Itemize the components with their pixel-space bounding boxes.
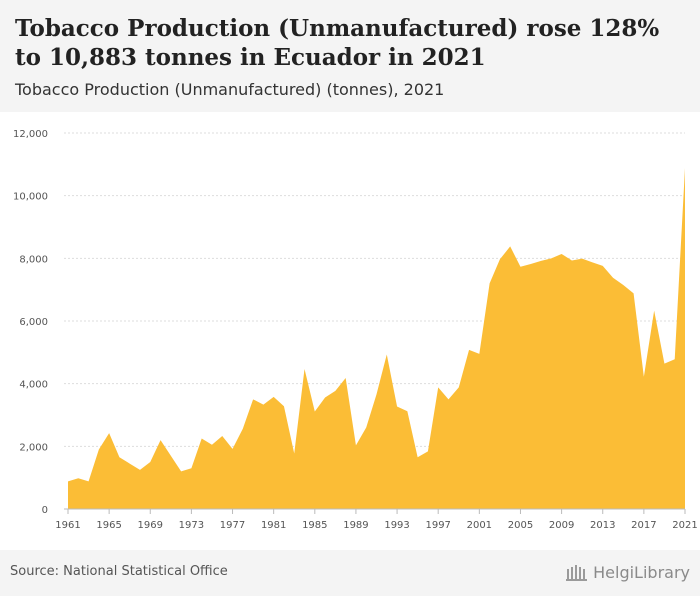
y-tick-label: 4,000 [19,380,48,391]
x-tick-label: 2017 [631,520,656,531]
x-tick-label: 1969 [138,520,163,531]
source-note: Source: National Statistical Office [10,564,228,579]
data-point-1973[interactable] [189,466,193,470]
x-tick-label: 1989 [343,520,368,531]
data-point-2016[interactable] [632,291,636,295]
data-point-1984[interactable] [303,367,307,371]
x-tick-label: 2009 [549,520,574,531]
data-point-1962[interactable] [76,476,80,480]
data-point-1970[interactable] [159,438,163,442]
data-point-1980[interactable] [261,403,265,407]
data-point-1986[interactable] [323,395,327,399]
data-point-1964[interactable] [97,447,101,451]
data-point-2017[interactable] [642,375,646,379]
data-point-1978[interactable] [241,427,245,431]
data-point-1999[interactable] [457,385,461,389]
brand-logo[interactable]: HelgiLibrary [566,560,690,584]
data-point-1975[interactable] [210,443,214,447]
y-tick-label: 6,000 [19,317,48,328]
data-point-1997[interactable] [436,385,440,389]
library-icon [566,565,588,581]
data-point-1979[interactable] [251,397,255,401]
data-point-2013[interactable] [601,264,605,268]
data-point-2011[interactable] [580,257,584,261]
data-point-1982[interactable] [282,404,286,408]
data-point-1987[interactable] [333,389,337,393]
data-point-1963[interactable] [87,479,91,483]
data-point-1981[interactable] [272,395,276,399]
data-point-2020[interactable] [673,357,677,361]
y-tick-label: 0 [42,505,48,516]
data-point-1990[interactable] [364,426,368,430]
data-point-2003[interactable] [498,257,502,261]
y-tick-label: 8,000 [19,254,48,265]
data-point-1995[interactable] [416,455,420,459]
chart-subtitle: Tobacco Production (Unmanufactured) (ton… [15,80,445,99]
x-axis-labels: 1961 1965 1969 1973 1977 1981 1985 1989 1993 1997… [55,509,698,531]
x-tick-label: 1981 [261,520,286,531]
data-point-1991[interactable] [375,392,379,396]
chart-title: Tobacco Production (Unmanufactured) rose… [15,15,660,71]
data-point-2007[interactable] [539,259,543,263]
x-tick-label: 2001 [467,520,492,531]
data-point-1967[interactable] [128,462,132,466]
data-point-1996[interactable] [426,449,430,453]
data-point-2012[interactable] [590,260,594,264]
data-point-2001[interactable] [477,352,481,356]
production-area [68,167,685,509]
x-tick-label: 1961 [55,520,80,531]
data-point-1971[interactable] [169,454,173,458]
y-axis-labels: 0 2,000 4,000 6,000 8,000 10,000 12,000 [13,129,48,516]
y-tick-label: 12,000 [13,129,48,140]
y-tick-label: 10,000 [13,192,48,203]
data-point-1977[interactable] [231,447,235,451]
data-point-2006[interactable] [529,262,533,266]
x-tick-label: 2021 [672,520,697,531]
data-point-1969[interactable] [148,460,152,464]
data-point-1998[interactable] [446,397,450,401]
x-tick-label: 1997 [425,520,450,531]
data-point-2014[interactable] [611,276,615,280]
data-point-1992[interactable] [385,353,389,357]
data-point-1983[interactable] [292,452,296,456]
data-point-1965[interactable] [107,431,111,435]
x-tick-label: 1993 [384,520,409,531]
data-point-1961[interactable] [66,479,70,483]
data-point-2004[interactable] [508,244,512,248]
data-point-2008[interactable] [549,256,553,260]
data-point-1993[interactable] [395,405,399,409]
data-point-2019[interactable] [662,362,666,366]
data-point-1974[interactable] [200,437,204,441]
x-tick-label: 1973 [179,520,204,531]
y-tick-label: 2,000 [19,442,48,453]
data-point-1994[interactable] [405,409,409,413]
data-point-1968[interactable] [138,468,142,472]
x-tick-label: 1985 [302,520,327,531]
data-point-2015[interactable] [621,283,625,287]
data-point-1989[interactable] [354,443,358,447]
x-tick-label: 2013 [590,520,615,531]
data-point-1988[interactable] [344,376,348,380]
data-point-2010[interactable] [570,259,574,263]
x-tick-label: 1977 [220,520,245,531]
x-tick-label: 2005 [508,520,533,531]
data-point-1985[interactable] [313,410,317,414]
data-point-1972[interactable] [179,469,183,473]
data-point-2005[interactable] [518,265,522,269]
brand-name: HelgiLibrary [593,562,690,582]
data-point-2000[interactable] [467,348,471,352]
x-tick-label: 1965 [96,520,121,531]
data-point-2021[interactable] [683,166,687,170]
area-series [64,166,687,510]
data-point-2018[interactable] [652,309,656,313]
data-point-2009[interactable] [560,252,564,256]
data-point-1966[interactable] [117,455,121,459]
data-point-1976[interactable] [220,434,224,438]
data-point-2002[interactable] [488,281,492,285]
